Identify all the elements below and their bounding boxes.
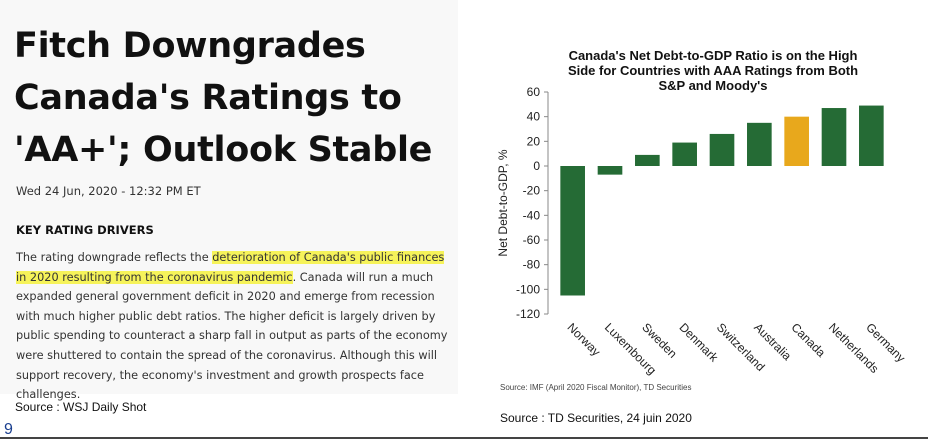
chart-title: Canada's Net Debt-to-GDP Ratio is on the…	[568, 48, 858, 93]
headline-line: 'AA+'; Outlook Stable	[14, 130, 433, 170]
x-tick-label: Norway	[565, 320, 604, 359]
bar-switzerland	[709, 133, 735, 166]
y-tick-label: -60	[523, 233, 541, 247]
y-axis-ticks: 60 40 20 0 -20 -40 -60 -80 -100 -120	[516, 85, 548, 321]
x-tick-label: Denmark	[677, 320, 722, 365]
y-tick-label: -120	[516, 307, 540, 321]
debt-ratio-chart: Canada's Net Debt-to-GDP Ratio is on the…	[496, 48, 908, 392]
y-tick-label: 40	[527, 110, 541, 124]
chart-title-line: S&P and Moody's	[658, 78, 767, 93]
bar-australia	[747, 122, 772, 166]
body-text-intro: The rating downgrade reflects the	[16, 251, 213, 264]
page-number: 9	[4, 421, 13, 438]
chart-source-note: Source: IMF (April 2020 Fiscal Monitor),…	[500, 383, 691, 392]
article-headline: Fitch Downgrades Canada's Ratings to 'AA…	[14, 20, 454, 176]
x-axis-labels: NorwayLuxembourgSwedenDenmarkSwitzerland…	[565, 320, 908, 377]
y-axis-label: Net Debt-to-GDP, %	[496, 149, 510, 256]
bar-canada	[784, 116, 809, 166]
chart-source-caption: Source : TD Securities, 24 juin 2020	[500, 411, 692, 425]
bars	[560, 105, 884, 296]
article-source: Source : WSJ Daily Shot	[15, 400, 147, 414]
bar-denmark	[672, 142, 697, 166]
y-tick-label: -40	[523, 208, 541, 222]
bar-germany	[859, 105, 884, 166]
x-tick-label: Canada	[789, 320, 829, 360]
chart-title-line: Canada's Net Debt-to-GDP Ratio is on the…	[569, 48, 858, 63]
body-text-rest: . Canada will run a much expanded genera…	[16, 270, 448, 402]
article-panel: Fitch Downgrades Canada's Ratings to 'AA…	[0, 0, 458, 401]
bar-norway	[560, 166, 585, 296]
headline-line: Fitch Downgrades	[14, 26, 366, 66]
bar-sweden	[635, 154, 660, 166]
article-body: The rating downgrade reflects the deteri…	[16, 248, 456, 405]
article-dateline: Wed 24 Jun, 2020 - 12:32 PM ET	[16, 184, 201, 198]
section-title: KEY RATING DRIVERS	[16, 223, 154, 237]
y-tick-label: -20	[523, 184, 541, 198]
footer-divider	[0, 437, 928, 439]
bar-netherlands	[821, 108, 847, 166]
y-tick-label: 20	[527, 134, 541, 148]
headline-line: Canada's Ratings to	[14, 78, 402, 118]
y-tick-label: 60	[527, 85, 541, 99]
y-tick-label: -100	[516, 282, 540, 296]
y-tick-label: -80	[523, 258, 541, 272]
chart-title-line: Side for Countries with AAA Ratings from…	[568, 63, 858, 78]
y-tick-label: 0	[533, 159, 540, 173]
bar-luxembourg	[597, 166, 623, 175]
